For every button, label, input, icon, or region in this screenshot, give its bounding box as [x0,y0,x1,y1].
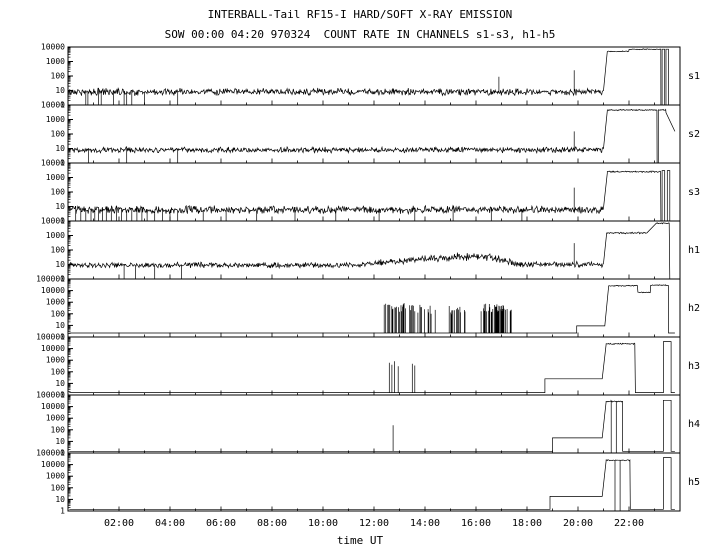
x-tick-label: 10:00 [308,518,338,529]
y-tick-label: 1 [60,159,65,168]
x-axis-label: time UT [336,534,384,547]
y-tick-label: 10000 [41,159,65,168]
trace-h4 [69,399,675,453]
x-tick-label: 12:00 [359,518,389,529]
y-tick-label: 10000 [41,217,65,226]
y-tick-label: 1 [60,507,65,516]
panel-frame [67,336,681,396]
panel-frame [67,452,681,512]
panel-h5: 1 10 100 1000 10000 100000 h5 [36,449,700,516]
y-tick-label: 1000 [46,173,65,182]
channel-label-h1: h1 [688,245,700,256]
y-tick-label: 10 [55,260,65,269]
y-tick-label: 10000 [41,402,65,411]
y-tick-label: 100 [51,246,66,255]
panel-frame [67,278,681,338]
y-tick-label: 1000 [46,298,65,307]
channel-label-s1: s1 [688,71,700,82]
y-tick-label: 10000 [41,460,65,469]
y-tick-label: 10 [55,321,65,330]
y-tick-label: 100 [51,483,66,492]
trace-h5 [69,457,675,511]
y-tick-label: 100 [51,130,66,139]
y-tick-label: 10000 [41,344,65,353]
x-tick-label: 14:00 [410,518,440,529]
y-tick-label: 1 [60,217,65,226]
trace-h3 [69,341,675,393]
trace-s3 [68,170,675,222]
y-tick-label: 100 [51,425,66,434]
x-tick-label: 20:00 [563,518,593,529]
channel-label-h2: h2 [688,303,700,314]
y-tick-label: 1 [60,391,65,400]
panel-s3: 1 10 100 1000 10000 s3 [41,159,700,226]
y-tick-label: 1000 [46,57,65,66]
panel-frame [67,104,681,164]
y-tick-label: 10 [55,495,65,504]
panel-frame [67,220,681,280]
y-tick-label: 100 [51,309,66,318]
x-tick-label: 16:00 [461,518,491,529]
y-tick-label: 10 [55,144,65,153]
channel-label-s2: s2 [688,129,700,140]
y-tick-label: 100 [51,72,66,81]
plot-subtitle: SOW 00:00 04:20 970324 COUNT RATE IN CHA… [164,28,556,41]
panel-h2: 1 10 100 1000 10000 100000 h2 [36,275,700,342]
y-tick-label: 10000 [41,286,65,295]
y-tick-label: 10 [55,379,65,388]
channel-label-h3: h3 [688,361,700,372]
y-tick-label: 1 [60,101,65,110]
y-tick-label: 1 [60,333,65,342]
x-tick-label: 08:00 [257,518,287,529]
x-tick-label: 22:00 [614,518,644,529]
channel-label-h4: h4 [688,419,700,430]
y-tick-label: 1 [60,449,65,458]
panel-h4: 1 10 100 1000 10000 100000 h4 [36,391,700,458]
y-tick-label: 100000 [36,449,65,458]
y-tick-label: 10 [55,437,65,446]
x-tick-label: 04:00 [155,518,185,529]
trace-s2 [68,108,676,164]
y-tick-label: 10 [55,202,65,211]
trace-s1 [69,48,675,106]
y-tick-label: 1000 [46,356,65,365]
y-tick-label: 100 [51,188,66,197]
x-tick-label: 18:00 [512,518,542,529]
trace-h1 [68,222,675,280]
panel-frame [67,46,681,106]
panel-s2: 1 10 100 1000 10000 s2 [41,101,700,168]
panel-frame [67,394,681,454]
y-tick-label: 100000 [36,275,65,284]
plot-title: INTERBALL-Tail RF15-I HARD/SOFT X-RAY EM… [207,8,513,21]
panel-h1: 1 10 100 1000 10000 h1 [41,217,700,284]
panel-s1: 1 10 100 1000 10000 s1 [41,43,700,110]
x-tick-label: 06:00 [206,518,236,529]
y-tick-label: 1 [60,275,65,284]
y-tick-label: 1000 [46,414,65,423]
y-tick-label: 10000 [41,101,65,110]
channel-label-h5: h5 [688,477,700,488]
y-tick-label: 1000 [46,472,65,481]
y-tick-label: 10000 [41,43,65,52]
panel-h3: 1 10 100 1000 10000 100000 h3 [36,333,700,400]
y-tick-label: 100000 [36,391,65,400]
y-tick-label: 10 [55,86,65,95]
channel-label-s3: s3 [688,187,700,198]
x-tick-label: 02:00 [104,518,134,529]
y-tick-label: 1000 [46,231,65,240]
y-tick-label: 100000 [36,333,65,342]
trace-h2 [69,284,675,334]
y-tick-label: 100 [51,367,66,376]
y-tick-label: 1000 [46,115,65,124]
